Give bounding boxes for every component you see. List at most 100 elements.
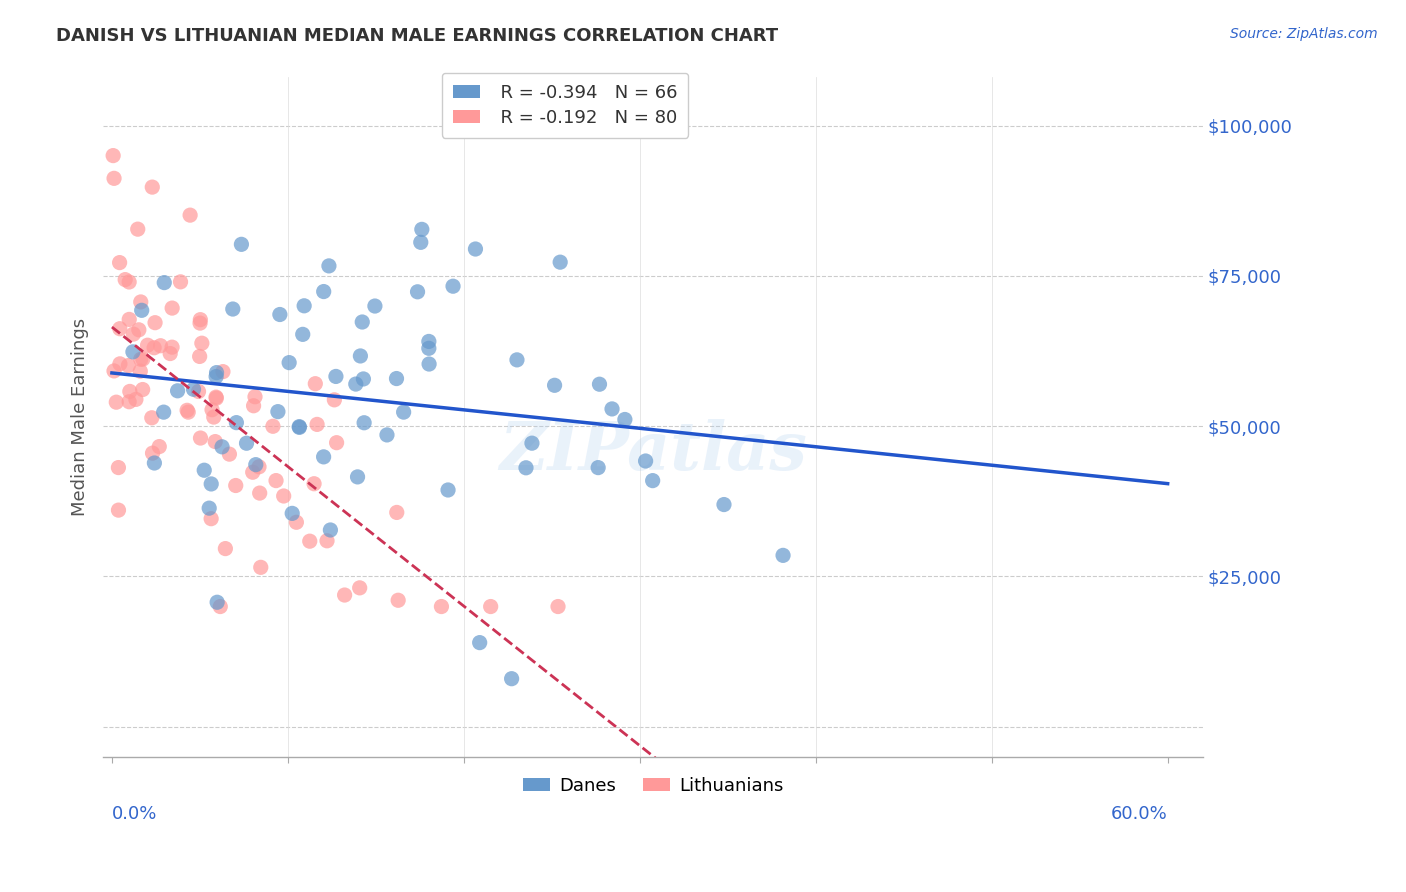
Point: [418, 341, 440, 355]
Point: [641, 474, 664, 488]
Point: [204, 434, 226, 449]
Point: [190, 431, 212, 445]
Point: [183, 382, 205, 396]
Point: [307, 417, 329, 432]
Legend: Danes, Lithuanians: Danes, Lithuanians: [516, 770, 790, 802]
Point: [242, 465, 264, 479]
Point: [548, 255, 571, 269]
Point: [205, 390, 228, 404]
Point: [242, 399, 264, 413]
Point: [346, 470, 368, 484]
Point: [211, 440, 233, 454]
Point: [188, 350, 211, 364]
Point: [176, 403, 198, 417]
Point: [188, 316, 211, 330]
Point: [108, 322, 131, 336]
Point: [198, 501, 221, 516]
Point: [129, 364, 152, 378]
Point: [344, 377, 367, 392]
Point: [249, 560, 271, 574]
Point: [177, 405, 200, 419]
Point: [201, 402, 224, 417]
Point: [225, 416, 247, 430]
Point: [152, 405, 174, 419]
Point: [243, 390, 266, 404]
Point: [385, 371, 408, 385]
Point: [278, 356, 301, 370]
Point: [125, 392, 148, 407]
Point: [131, 383, 153, 397]
Point: [713, 498, 735, 512]
Point: [132, 352, 155, 367]
Point: [245, 458, 267, 472]
Point: [613, 412, 636, 426]
Point: [316, 533, 339, 548]
Point: [108, 357, 131, 371]
Point: [588, 377, 610, 392]
Point: [325, 369, 347, 384]
Point: [387, 593, 409, 607]
Point: [464, 242, 486, 256]
Point: [411, 222, 433, 236]
Point: [128, 323, 150, 337]
Point: [205, 366, 228, 380]
Point: [118, 275, 141, 289]
Point: [129, 295, 152, 310]
Point: [235, 436, 257, 450]
Point: [159, 346, 181, 360]
Point: [200, 477, 222, 491]
Point: [364, 299, 387, 313]
Point: [312, 450, 335, 464]
Point: [117, 359, 139, 373]
Point: [160, 340, 183, 354]
Y-axis label: Median Male Earnings: Median Male Earnings: [72, 318, 89, 516]
Point: [143, 456, 166, 470]
Point: [212, 365, 235, 379]
Point: [160, 301, 183, 315]
Point: [262, 419, 284, 434]
Point: [501, 672, 523, 686]
Point: [202, 410, 225, 425]
Point: [520, 436, 543, 450]
Point: [122, 344, 145, 359]
Point: [333, 588, 356, 602]
Point: [349, 349, 371, 363]
Point: [288, 420, 311, 434]
Point: [118, 384, 141, 399]
Point: [169, 275, 191, 289]
Point: [506, 352, 529, 367]
Point: [292, 299, 315, 313]
Point: [385, 505, 408, 519]
Point: [131, 303, 153, 318]
Point: [107, 503, 129, 517]
Point: [188, 312, 211, 326]
Point: [205, 595, 228, 609]
Point: [291, 327, 314, 342]
Point: [148, 440, 170, 454]
Text: DANISH VS LITHUANIAN MEDIAN MALE EARNINGS CORRELATION CHART: DANISH VS LITHUANIAN MEDIAN MALE EARNING…: [56, 27, 779, 45]
Point: [103, 364, 125, 378]
Point: [298, 534, 321, 549]
Point: [375, 428, 398, 442]
Point: [319, 523, 342, 537]
Point: [153, 276, 176, 290]
Point: [247, 459, 270, 474]
Point: [430, 599, 453, 614]
Point: [205, 369, 228, 384]
Point: [318, 259, 340, 273]
Point: [281, 507, 304, 521]
Point: [269, 308, 291, 322]
Point: [108, 255, 131, 269]
Point: [323, 392, 346, 407]
Point: [218, 447, 240, 461]
Point: [141, 410, 163, 425]
Point: [353, 416, 375, 430]
Point: [267, 404, 290, 418]
Point: [418, 334, 440, 349]
Point: [205, 391, 228, 405]
Point: [418, 357, 440, 371]
Text: Source: ZipAtlas.com: Source: ZipAtlas.com: [1230, 27, 1378, 41]
Point: [231, 237, 253, 252]
Text: 60.0%: 60.0%: [1111, 805, 1167, 823]
Point: [634, 454, 657, 468]
